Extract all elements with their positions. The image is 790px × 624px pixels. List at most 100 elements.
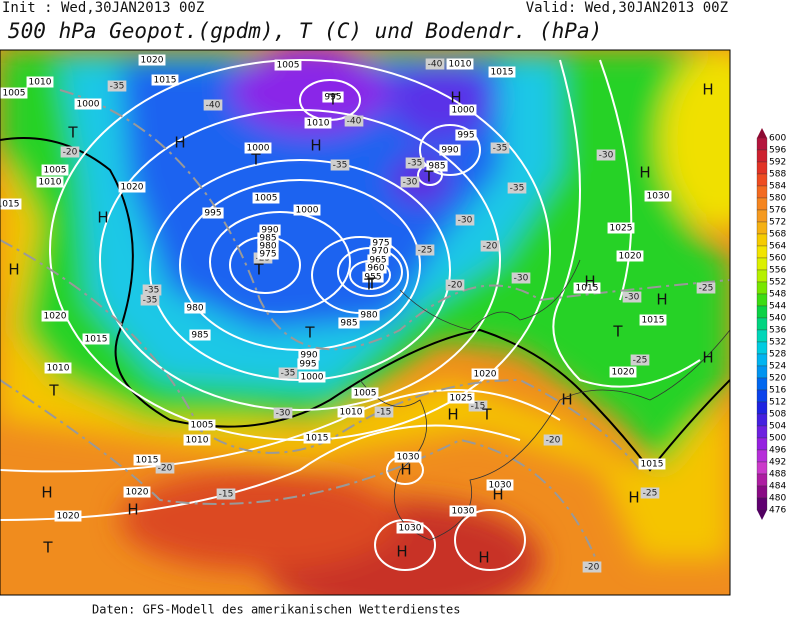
color-scale-label: 520 [769,374,786,384]
pressure-label-box [202,207,224,219]
pressure-label: 965 [369,256,386,266]
pressure-label-box [138,54,166,66]
temperature-label: -30 [276,409,291,419]
color-scale-label: 600 [769,134,786,144]
color-scale-step [756,377,768,391]
pressure-label-box [362,271,384,283]
pressure-center: H [310,137,321,155]
pressure-label: 1030 [647,192,670,202]
pressure-label: 1010 [47,364,70,374]
pressure-label-box [188,419,216,431]
pressure-label-box [257,232,279,244]
pressure-label-box [367,254,389,266]
pressure-label-box [118,181,146,193]
color-scale-step [756,161,768,175]
pressure-center: H [561,391,572,409]
pressure-label-box [449,505,477,517]
pressure-label-box [151,74,179,86]
color-scale-label: 596 [769,146,786,156]
color-scale-step [756,257,768,271]
color-scale-label: 572 [769,218,786,228]
temperature-label: -20 [483,242,498,252]
pressure-label: 1015 [576,284,599,294]
pressure-label-box [41,164,69,176]
pressure-label-box [486,479,514,491]
pressure-label: 980 [259,242,276,252]
pressure-label-box [26,76,54,88]
pressure-label-box [0,198,22,210]
pressure-label-box [184,302,206,314]
pressure-center: H [127,501,138,519]
color-scale-step [756,173,768,187]
pressure-center: T [48,382,59,400]
temperature-label: -20 [585,563,600,573]
color-scale-step [756,221,768,235]
temperature-label: -40 [347,117,362,127]
temperature-label: -20 [158,464,173,474]
pressure-label-box [471,368,499,380]
temperature-label-box [582,561,602,573]
color-scale-step [756,413,768,427]
temperature-label: -35 [145,286,160,296]
color-scale-label: 496 [769,446,786,456]
temperature-label-box [490,142,510,154]
color-scale-label: 516 [769,386,786,396]
pressure-label: 1020 [612,368,635,378]
color-scale-label: 592 [769,158,786,168]
color-scale-step [756,497,768,511]
color-scale: 600 596 592 588 584 580 576 572 568 564 560 556 552 5… [756,128,786,520]
color-scale-label: 524 [769,362,786,372]
pressure-label-box [644,190,672,202]
temperature-label-box [140,294,160,306]
pressure-label: 1025 [450,394,473,404]
pressure-label-box [257,240,279,252]
pressure-label: 1005 [3,89,26,99]
pressure-center: T [253,261,264,279]
color-scale-step [756,329,768,343]
pressure-label: 1020 [44,312,67,322]
temperature-label-box [278,367,298,379]
pressure-label: 985 [340,319,357,329]
pressure-center: H [656,291,667,309]
pressure-label-box [573,282,601,294]
pressure-label: 980 [360,311,377,321]
temperature-label: -35 [408,159,423,169]
pressure-label-box [297,358,319,370]
temperature-label: -35 [493,144,508,154]
pressure-label: 1010 [186,436,209,446]
color-scale-label: 484 [769,482,786,492]
map-area: -35-40-40-40-35-20 -35-35-30-35-30-30-25-… [0,50,730,595]
pressure-label-box [259,224,281,236]
pressure-label: 1030 [489,481,512,491]
pressure-label-box [274,59,302,71]
pressure-label: 1000 [301,373,324,383]
pressure-label: 1015 [0,200,19,210]
pressure-label-box [82,333,110,345]
pressure-center: T [304,324,315,342]
color-scale-step [756,233,768,247]
pressure-label: 1015 [642,316,665,326]
pressure-label-box [638,458,666,470]
color-scale-label: 580 [769,194,786,204]
pressure-label-box [394,451,422,463]
temperature-label-box [155,462,175,474]
pressure-center: H [447,406,458,424]
temperature-label: -35 [143,296,158,306]
temperature-label: -20 [546,436,561,446]
color-scale-label: 504 [769,422,786,432]
temperature-label: -15 [377,408,392,418]
pressure-label: 1005 [354,389,377,399]
pressure-center: H [97,209,108,227]
pressure-label: 990 [300,351,317,361]
pressure-label-box [252,192,280,204]
pressure-label-box [322,91,344,103]
temperature-label: -30 [514,274,529,284]
temperature-label-box [455,214,475,226]
pressure-label-box [44,362,72,374]
temperature-label: -35 [333,161,348,171]
pressure-label: 1010 [307,119,330,129]
pressure-center: H [41,484,52,502]
color-scale-label: 488 [769,470,786,480]
pressure-center: T [423,168,434,186]
temperature-label: -40 [206,101,221,111]
